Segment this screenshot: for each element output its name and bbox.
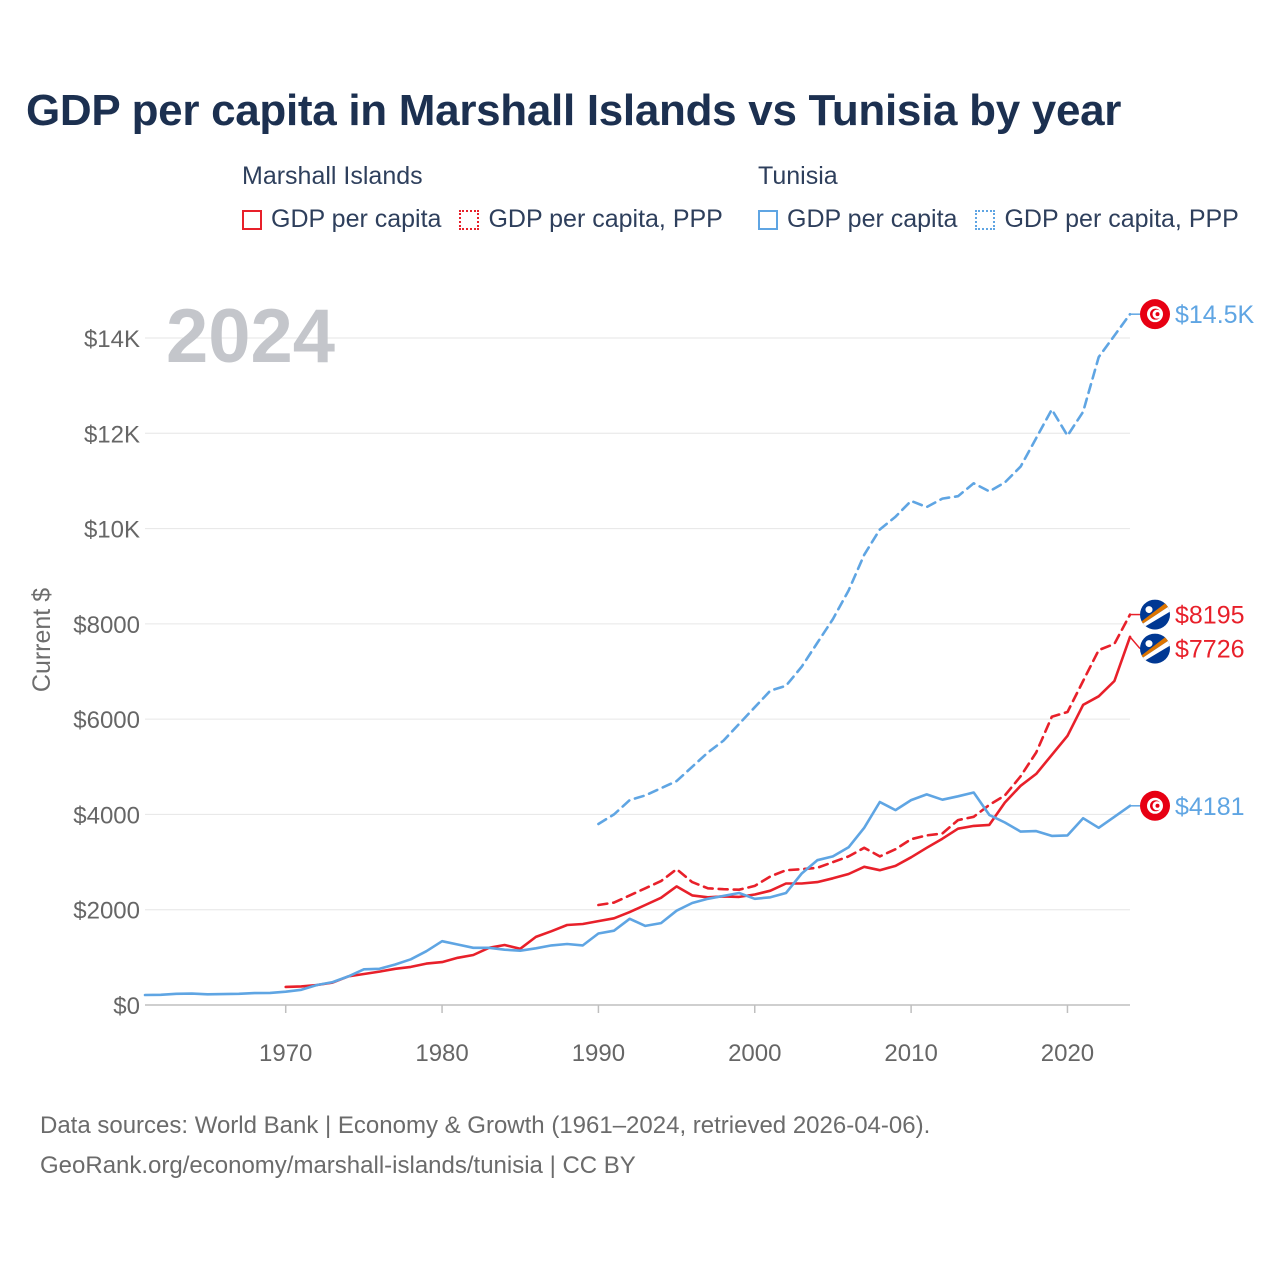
attribution-link[interactable]: GeoRank.org/economy/marshall-islands/tun… bbox=[40, 1152, 636, 1179]
y-tick-label: $14K bbox=[84, 326, 140, 353]
y-tick-label: $4000 bbox=[73, 802, 140, 829]
legend-swatch-solid-red bbox=[242, 209, 262, 230]
end-value-label: $4181 bbox=[1175, 793, 1245, 821]
series-line-marshall-islands-gdp-per-capita[interactable] bbox=[284, 635, 1132, 989]
marshall-islands-flag-icon bbox=[1140, 599, 1170, 630]
legend-group-title: Marshall Islands bbox=[242, 162, 423, 190]
x-tick-label: 1980 bbox=[415, 1040, 468, 1067]
legend-item-label: GDP per capita bbox=[271, 205, 442, 233]
legend-item-label: GDP per capita bbox=[787, 205, 958, 233]
legend-item-label: GDP per capita, PPP bbox=[1004, 205, 1239, 233]
series-lines bbox=[143, 312, 1132, 997]
year-overlay: 2024 bbox=[166, 294, 335, 379]
x-tick-label: 2020 bbox=[1041, 1040, 1094, 1067]
legend-item-label: GDP per capita, PPP bbox=[488, 205, 723, 233]
legend-item-marshall-gdp-ppp[interactable]: GDP per capita, PPP bbox=[459, 205, 723, 234]
y-tick-label: $10K bbox=[84, 517, 140, 544]
y-tick-label: $6000 bbox=[73, 707, 140, 734]
x-tick-label: 2000 bbox=[728, 1040, 781, 1067]
legend-item-tunisia-gdp-ppp[interactable]: GDP per capita, PPP bbox=[975, 205, 1239, 234]
end-value-label: $8195 bbox=[1175, 602, 1245, 630]
end-labels: $14.5K $8195 $7726 $4181 bbox=[1129, 299, 1255, 821]
series-line-tunisia-gdp-per-capita-ppp[interactable] bbox=[597, 312, 1132, 826]
tunisia-flag-icon bbox=[1140, 299, 1170, 330]
y-axis-label: Current $ bbox=[28, 588, 56, 692]
series-line-marshall-islands-gdp-per-capita-ppp[interactable] bbox=[597, 613, 1132, 907]
data-source-text: Data sources: World Bank | Economy & Gro… bbox=[40, 1112, 931, 1139]
legend-swatch-dotted-blue bbox=[975, 209, 996, 230]
legend-item-marshall-gdp[interactable]: GDP per capita bbox=[242, 205, 441, 234]
tunisia-flag-icon bbox=[1140, 790, 1170, 821]
series-line-tunisia-gdp-per-capita[interactable] bbox=[143, 791, 1132, 997]
y-axis: $0 $2000 $4000 $6000 $8000 $10K $12K $14K bbox=[73, 326, 140, 1020]
chart-title: GDP per capita in Marshall Islands vs Tu… bbox=[26, 86, 1122, 135]
legend-swatch-solid-blue bbox=[758, 209, 778, 230]
legend-swatch-dotted-red bbox=[459, 209, 480, 230]
x-tick-label: 2010 bbox=[884, 1040, 937, 1067]
end-value-label: $7726 bbox=[1175, 636, 1245, 664]
x-axis: 1970 1980 1990 2000 2010 2020 bbox=[259, 1005, 1094, 1067]
x-tick-label: 1990 bbox=[572, 1040, 625, 1067]
legend-group-title: Tunisia bbox=[758, 162, 838, 190]
marshall-islands-flag-icon bbox=[1140, 633, 1170, 664]
y-tick-label: $0 bbox=[113, 993, 140, 1020]
legend-group-tunisia: Tunisia GDP per capita GDP per capita, P… bbox=[758, 162, 1257, 234]
line-chart: 2024 $0$2000$4000$6000$8000$10K$12K$14K … bbox=[28, 294, 1255, 1067]
gridlines bbox=[145, 337, 1130, 1006]
legend-group-marshall-islands: Marshall Islands GDP per capita GDP per … bbox=[242, 162, 741, 234]
x-tick-label: 1970 bbox=[259, 1040, 312, 1067]
footer: Data sources: World Bank | Economy & Gro… bbox=[40, 1106, 930, 1186]
end-value-label: $14.5K bbox=[1175, 301, 1255, 329]
legend-item-tunisia-gdp[interactable]: GDP per capita bbox=[758, 205, 957, 234]
y-tick-label: $12K bbox=[84, 421, 140, 448]
y-tick-label: $8000 bbox=[73, 612, 140, 639]
end-label-connector bbox=[1129, 636, 1141, 650]
y-tick-label: $2000 bbox=[73, 898, 140, 925]
